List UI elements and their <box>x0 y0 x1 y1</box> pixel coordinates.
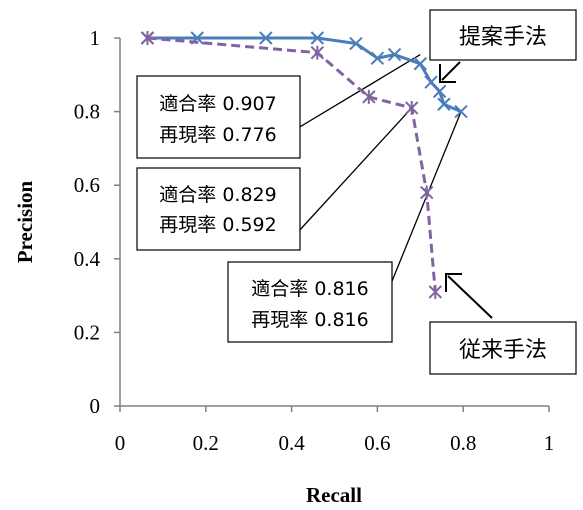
series-group <box>140 31 468 299</box>
x-tick-label: 1 <box>544 431 555 455</box>
marker-stroke <box>370 51 385 65</box>
data-point <box>428 284 443 299</box>
series-label-conventional: 従来手法 <box>429 321 577 375</box>
data-point <box>432 84 447 99</box>
series-label-conventional-text: 従来手法 <box>459 338 547 363</box>
series-label-proposed-text: 提案手法 <box>459 25 547 50</box>
marker-stroke <box>259 31 273 45</box>
data-point <box>420 185 434 200</box>
arrow-conventional <box>445 273 493 319</box>
y-tick-label: 0.8 <box>74 100 100 124</box>
data-point <box>310 31 325 45</box>
series-line-2 <box>147 36 437 293</box>
marker-stroke <box>437 97 451 111</box>
marker-stroke <box>432 84 447 99</box>
y-axis-title: Precision <box>13 180 37 263</box>
leader-line-3 <box>389 111 462 287</box>
y-tick-label: 0.2 <box>74 320 100 344</box>
series-label-proposed: 提案手法 <box>429 9 577 61</box>
annotation-box-1: 適合率 0.907 再現率 0.776 <box>136 75 301 159</box>
data-point <box>413 57 428 71</box>
annotation-3-recall: 再現率 0.816 <box>251 309 368 331</box>
y-tick-label: 0.4 <box>74 247 101 271</box>
ticks: 0 0.2 0.4 0.6 0.8 1 0 0.2 0.4 0.6 0.8 1 <box>74 26 555 455</box>
annotation-leaders <box>297 54 462 287</box>
data-point <box>454 104 468 119</box>
data-point <box>349 36 363 51</box>
x-tick-label: 0.6 <box>364 431 390 455</box>
data-point <box>370 51 385 65</box>
x-tick-label: 0.2 <box>193 431 219 455</box>
annotation-box-2: 適合率 0.829 再現率 0.592 <box>136 167 301 251</box>
marker-stroke <box>310 31 325 45</box>
leader-line-2 <box>297 107 413 233</box>
x-axis-title: Recall <box>306 483 362 507</box>
x-tick-label: 0.8 <box>450 431 476 455</box>
marker-stroke <box>387 47 402 62</box>
y-tick-label: 0.6 <box>74 173 100 197</box>
data-point <box>437 97 451 111</box>
data-point <box>405 100 419 115</box>
annotation-2-recall: 再現率 0.592 <box>159 214 276 236</box>
annotation-1-precision: 適合率 0.907 <box>159 93 276 115</box>
data-point <box>362 89 376 104</box>
data-point <box>387 47 402 62</box>
marker-stroke <box>349 36 363 51</box>
x-tick-label: 0.4 <box>278 431 305 455</box>
annotation-2-precision: 適合率 0.829 <box>159 184 276 206</box>
marker-stroke <box>454 104 468 119</box>
annotation-box-3: 適合率 0.816 再現率 0.816 <box>227 261 393 343</box>
marker-stroke <box>424 75 438 89</box>
arrow-proposed <box>439 61 461 83</box>
marker-stroke <box>413 57 428 71</box>
x-tick-label: 0 <box>115 431 126 455</box>
leader-line-1 <box>297 54 421 129</box>
series-line-1 <box>147 36 462 113</box>
data-point <box>140 31 155 45</box>
y-tick-label: 0 <box>90 394 101 418</box>
annotation-3-precision: 適合率 0.816 <box>251 278 368 300</box>
data-point <box>259 31 273 45</box>
y-tick-label: 1 <box>90 26 101 50</box>
data-point <box>310 45 325 60</box>
annotation-1-recall: 再現率 0.776 <box>159 124 276 146</box>
